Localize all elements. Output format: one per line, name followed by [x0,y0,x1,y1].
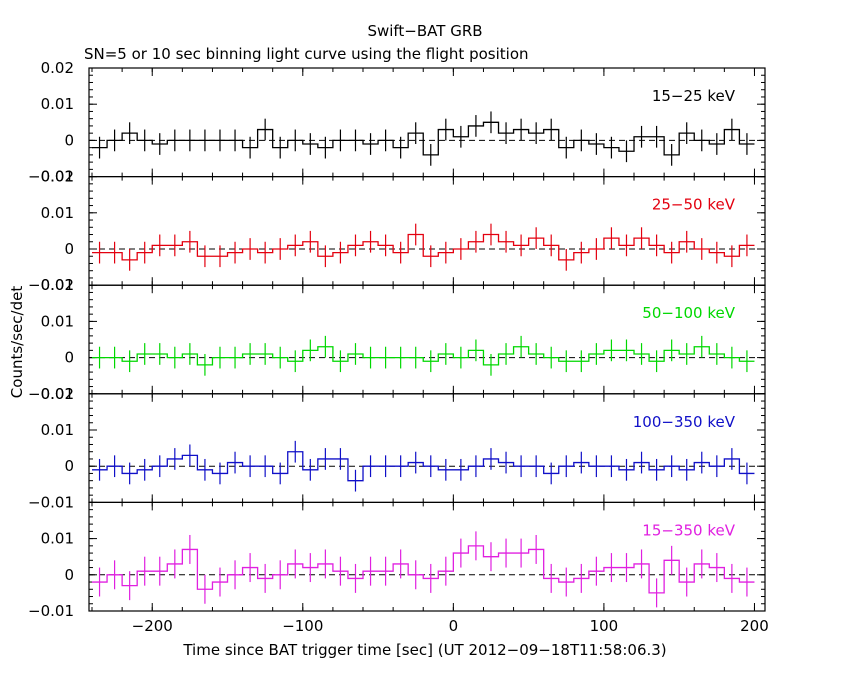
y-tick-label: −0.01 [28,602,74,620]
panel-1: −0.01 0 0.01 0.02 15−25 keV [28,59,766,186]
y-tick-label: 0.02 [41,168,74,186]
y-tick-label: 0.01 [41,421,74,439]
panel-2: −0.01 0 0.01 0.02 25−50 keV [28,168,766,294]
series-label: 15−25 keV [652,87,736,105]
series-step-line [92,121,755,156]
series-step-line [92,346,755,366]
x-tick-label: −100 [282,617,323,635]
panel-frame [88,501,766,612]
series-label: 50−100 keV [642,304,735,322]
series-step-line [92,451,755,482]
panel-3: −0.01 0 0.01 0.02 50−100 keV [28,276,766,403]
y-tick-label: 0.01 [41,530,74,548]
y-tick-label: 0.01 [41,312,74,330]
y-tick-label: 0.02 [41,59,74,77]
chart-subtitle: SN=5 or 10 sec binning light curve using… [84,45,529,63]
y-tick-label: 0.01 [41,204,74,222]
y-tick-label: 0 [64,131,74,149]
x-tick-label: 100 [590,617,619,635]
y-tick-label: −0.01 [28,276,74,294]
panel-frame [88,284,766,395]
series-label: 15−350 keV [642,521,735,539]
y-tick-label: 0.02 [41,385,74,403]
x-tick-label: 200 [740,617,769,635]
panel-frame [88,67,766,178]
y-tick-label: 0 [64,457,74,475]
series-label: 25−50 keV [652,196,736,214]
series-step-line [92,545,755,594]
y-tick-label: −0.01 [28,493,74,511]
chart-title: Swift−BAT GRB [367,22,482,40]
x-axis-ticks: −200 −100 0 100 200 [132,617,769,635]
x-tick-label: 0 [449,617,459,635]
panels-group: −0.01 0 0.01 0.02 15−25 keV −0.01 0 0.01 0.02 25−… [28,59,766,620]
series-step-line [92,233,755,261]
y-tick-label: 0.01 [41,95,74,113]
y-tick-label: 0 [64,240,74,258]
y-tick-label: 0 [64,566,74,584]
series-label: 100−350 keV [633,413,736,431]
y-tick-label: 0.02 [41,276,74,294]
panel-4: −0.01 0 0.01 0.02 100−350 keV [28,385,766,511]
x-tick-label: −200 [132,617,173,635]
y-tick-label: −0.01 [28,385,74,403]
x-axis-label: Time since BAT trigger time [sec] (UT 20… [182,641,666,659]
y-tick-label: 0 [64,349,74,367]
y-tick-label: −0.01 [28,168,74,186]
panel-5: −0.01 0 0.01 15−350 keV [28,501,766,620]
y-axis-label: Counts/sec/det [8,286,26,399]
